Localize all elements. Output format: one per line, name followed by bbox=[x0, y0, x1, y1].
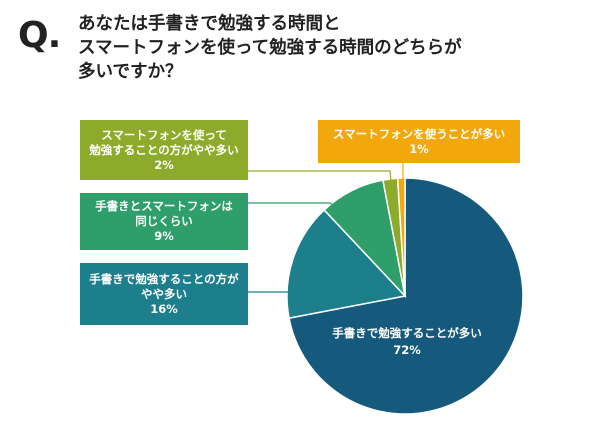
question-line: スマートフォンを使って勉強する時間のどちらが bbox=[78, 38, 462, 58]
callout-label: スマートフォンを使って bbox=[101, 127, 227, 142]
callout-handwriting-slightly-more: 手書きで勉強することの方が やや多い 16% bbox=[80, 263, 248, 325]
leader-line bbox=[401, 163, 404, 196]
callout-label: やや多い bbox=[141, 286, 187, 301]
leader-line bbox=[248, 264, 311, 293]
callout-label: 手書きとスマートフォンは bbox=[95, 199, 233, 213]
leader-line bbox=[248, 202, 360, 213]
callout-same: 手書きとスマートフォンは 同じくらい 9% bbox=[80, 193, 248, 250]
question-line: 多いですか？ bbox=[78, 62, 183, 82]
leader-line bbox=[248, 170, 394, 197]
callout-value: 1% bbox=[409, 141, 429, 156]
callout-value: 9% bbox=[154, 229, 174, 243]
pie-slice-1 bbox=[286, 208, 407, 319]
question-text: あなたは手書きで勉強する時間と スマートフォンを使って勉強する時間のどちらが 多… bbox=[78, 12, 588, 84]
callout-value: 16% bbox=[150, 301, 178, 316]
callout-label: スマートフォンを使うことが多い bbox=[332, 126, 506, 141]
callout-smartphone-slightly-more: スマートフォンを使って 勉強することの方がやや多い 2% bbox=[80, 120, 248, 180]
callout-label: 手書きで勉強することの方が bbox=[89, 271, 239, 286]
callout-smartphone-mostly: スマートフォンを使うことが多い 1% bbox=[318, 120, 520, 163]
callout-label: 同じくらい bbox=[135, 214, 193, 228]
question-line: あなたは手書きで勉強する時間と bbox=[78, 14, 341, 34]
callout-label: 勉強することの方がやや多い bbox=[89, 142, 239, 157]
question-mark: Q. bbox=[18, 15, 61, 56]
pie-slice-4 bbox=[396, 177, 406, 297]
callout-value: 2% bbox=[154, 157, 174, 172]
slice-value-label: 72% bbox=[393, 343, 421, 357]
slice-label: 手書きで勉強することが多い bbox=[332, 326, 482, 340]
